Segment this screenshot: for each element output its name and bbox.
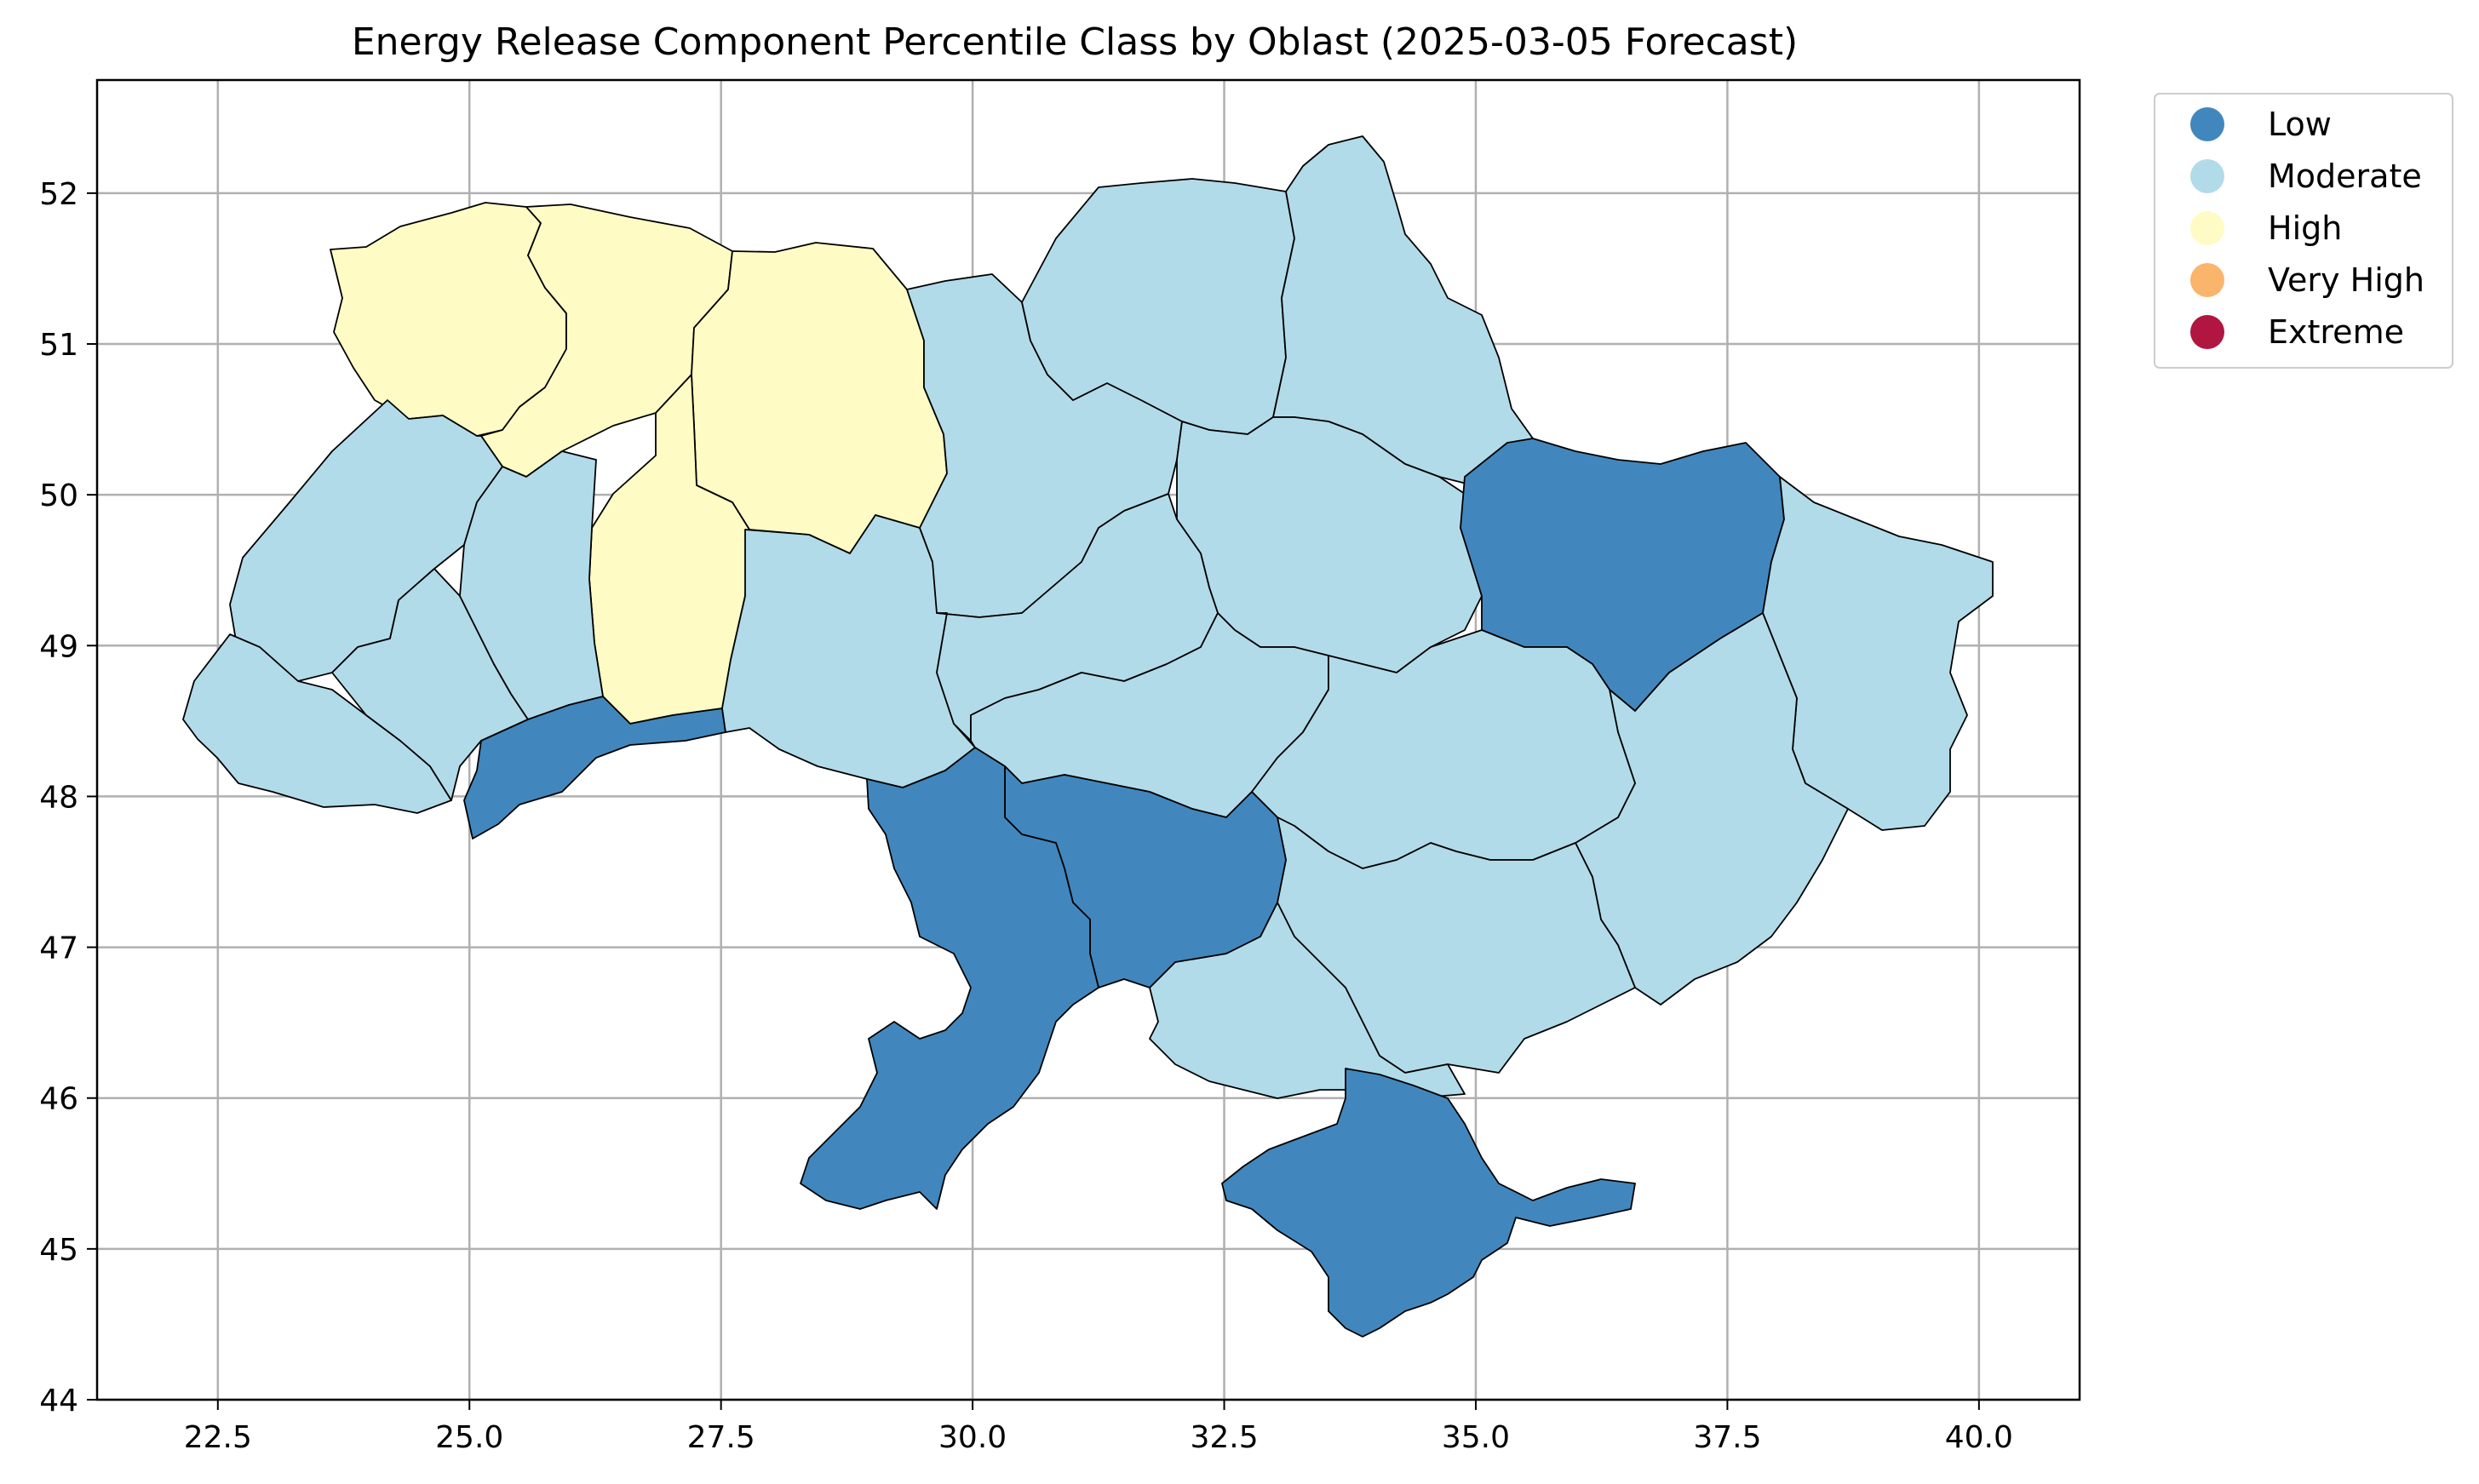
y-tick-label: 44 — [39, 1384, 78, 1418]
y-tick-label: 46 — [39, 1082, 78, 1117]
legend: Low Moderate High Very High Extreme — [2154, 93, 2453, 369]
y-tick-label: 45 — [39, 1233, 78, 1268]
axes-frame — [95, 78, 2081, 1401]
legend-label: High — [2268, 209, 2342, 247]
legend-label: Extreme — [2268, 313, 2404, 351]
legend-marker — [2190, 159, 2224, 193]
y-tick-label: 51 — [39, 328, 78, 363]
y-tick-label: 52 — [39, 177, 78, 212]
region-chernivtsi — [463, 696, 726, 839]
oblast-regions — [182, 135, 1994, 1338]
legend-label: Very High — [2268, 261, 2424, 299]
legend-marker — [2190, 315, 2224, 349]
chart-title: Energy Release Component Percentile Clas… — [352, 20, 1798, 64]
x-tick-label: 40.0 — [1945, 1420, 2013, 1455]
tick-labels: 22.5 25.0 27.5 30.0 32.5 35.0 37.5 40.0 44 45 46 47… — [39, 177, 2013, 1455]
legend-label: Low — [2268, 106, 2332, 143]
region-odesa — [800, 747, 1099, 1210]
x-tick-label: 35.0 — [1442, 1420, 1510, 1455]
legend-marker — [2190, 263, 2224, 297]
x-tick-label: 25.0 — [435, 1420, 503, 1455]
legend-label: Moderate — [2268, 158, 2422, 195]
axes — [95, 78, 2081, 1401]
legend-frame — [2154, 93, 2453, 369]
y-tick-label: 49 — [39, 629, 78, 664]
y-tick-label: 47 — [39, 931, 78, 966]
x-tick-label: 37.5 — [1693, 1420, 1761, 1455]
region-zakarpattia — [182, 633, 452, 814]
legend-marker — [2190, 107, 2224, 141]
x-tick-label: 32.5 — [1190, 1420, 1258, 1455]
x-tick-label: 30.0 — [938, 1420, 1007, 1455]
y-tick-label: 48 — [39, 780, 78, 815]
legend-marker — [2190, 211, 2224, 245]
region-crimea — [1221, 1068, 1636, 1338]
y-tick-label: 50 — [39, 478, 78, 513]
x-tick-label: 27.5 — [687, 1420, 755, 1455]
x-tick-label: 22.5 — [184, 1420, 252, 1455]
